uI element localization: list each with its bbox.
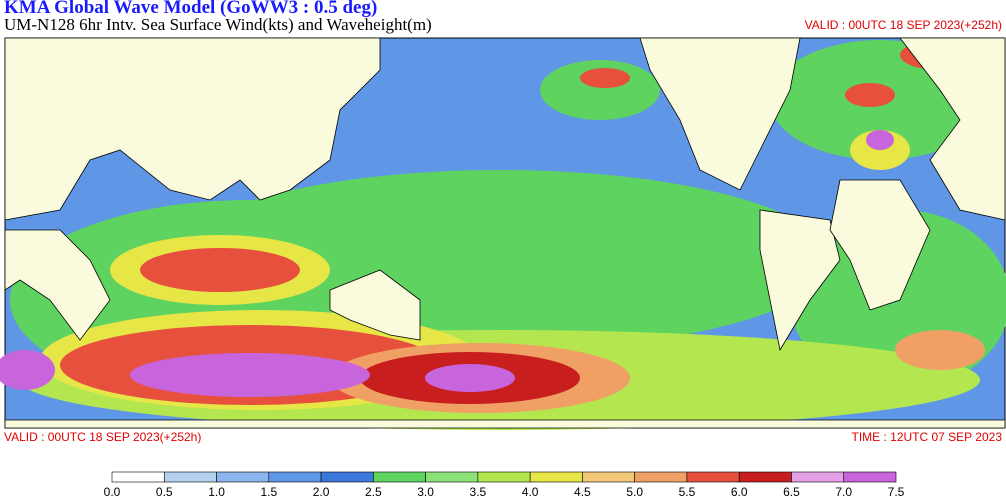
legend-swatch xyxy=(686,471,740,483)
time: TIME : 12UTC 07 SEP 2023 xyxy=(851,430,1002,444)
legend-swatch xyxy=(477,471,531,483)
legend-swatch xyxy=(216,471,270,483)
legend-swatch xyxy=(111,471,165,483)
legend-swatch xyxy=(163,471,217,483)
legend-label: 7.5 xyxy=(888,485,905,496)
legend-swatch xyxy=(791,471,845,483)
legend-swatch xyxy=(634,471,688,483)
legend-label: 0.0 xyxy=(104,485,121,496)
legend-swatch xyxy=(425,471,479,483)
wave-field xyxy=(0,40,1006,430)
land xyxy=(4,37,1006,429)
legend-label: 1.0 xyxy=(208,485,225,496)
legend-label: 3.5 xyxy=(470,485,487,496)
legend-label: 2.5 xyxy=(365,485,382,496)
legend-label: 6.0 xyxy=(731,485,748,496)
legend-label: 2.0 xyxy=(313,485,330,496)
valid-bottom: VALID : 00UTC 18 SEP 2023(+252h) xyxy=(4,430,202,444)
legend-swatch xyxy=(738,471,792,483)
legend-swatch xyxy=(320,471,374,483)
legend-swatch xyxy=(373,471,426,483)
legend-swatch xyxy=(529,471,583,483)
legend-label: 7.0 xyxy=(835,485,852,496)
legend-label: 3.0 xyxy=(417,485,434,496)
legend-label: 4.5 xyxy=(574,485,591,496)
legend-swatch xyxy=(268,471,322,483)
legend-label: 5.0 xyxy=(626,485,643,496)
legend-swatch xyxy=(843,471,897,483)
subtitle: UM-N128 6hr Intv. Sea Surface Wind(kts) … xyxy=(4,15,432,34)
valid-top: VALID : 00UTC 18 SEP 2023(+252h) xyxy=(804,18,1002,32)
legend-label: 5.5 xyxy=(679,485,696,496)
title: KMA Global Wave Model (GoWW3 : 0.5 deg) xyxy=(4,0,378,18)
legend-label: 6.5 xyxy=(783,485,800,496)
legend-swatch xyxy=(582,471,635,483)
legend-label: 0.5 xyxy=(156,485,173,496)
legend-label: 4.0 xyxy=(522,485,539,496)
legend-label: 1.5 xyxy=(260,485,277,496)
